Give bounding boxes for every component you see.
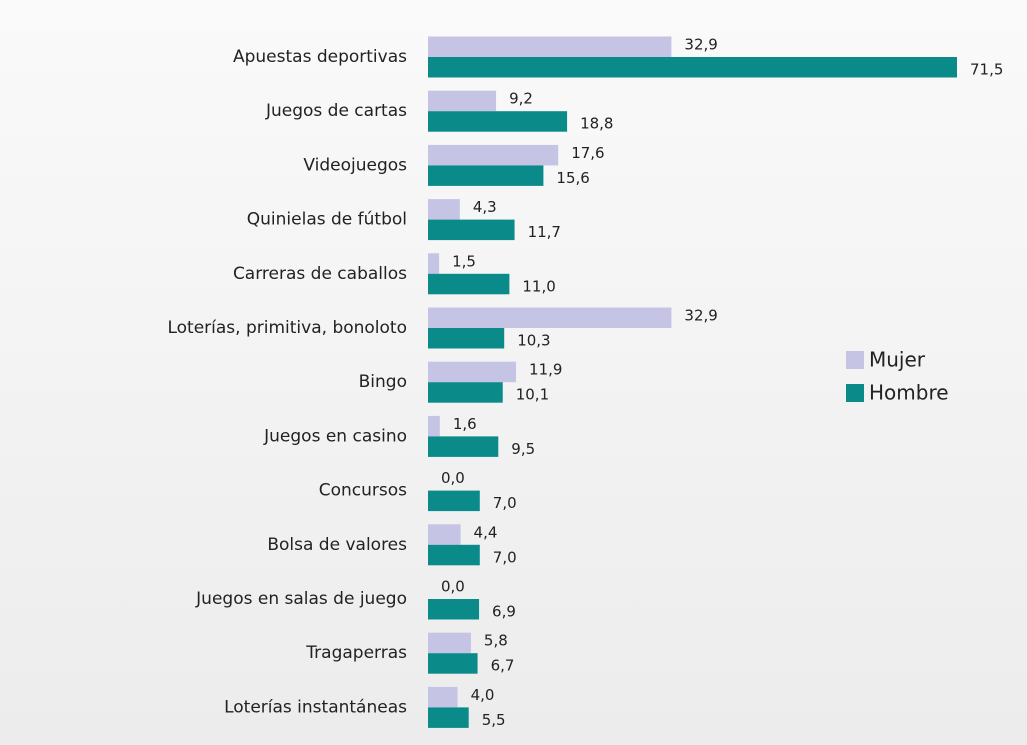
value-label: 11,0 <box>522 277 555 295</box>
value-label: 4,3 <box>473 198 497 216</box>
category-label: Bolsa de valores <box>267 535 407 555</box>
category-label: Videojuegos <box>303 155 407 175</box>
bar <box>428 165 544 186</box>
value-label: 11,7 <box>528 223 561 241</box>
category-label: Concursos <box>319 481 407 501</box>
value-label: 7,0 <box>493 494 517 512</box>
bar <box>428 307 672 328</box>
category-label: Juegos en casino <box>263 426 407 446</box>
value-label: 4,4 <box>474 523 498 541</box>
value-label: 32,9 <box>684 307 717 325</box>
legend-label: Mujer <box>869 348 926 372</box>
bar <box>428 686 458 708</box>
bar <box>428 382 503 403</box>
bar <box>428 361 517 383</box>
bar <box>428 90 497 112</box>
value-label: 11,9 <box>529 361 562 379</box>
legend-label: Hombre <box>869 381 949 405</box>
bar <box>428 111 568 132</box>
value-label: 1,5 <box>452 252 476 270</box>
value-label: 7,0 <box>493 548 517 566</box>
category-label: Juegos de cartas <box>265 101 407 121</box>
value-label: 4,0 <box>471 686 495 704</box>
bar <box>428 632 471 654</box>
value-label: 17,6 <box>571 144 604 162</box>
value-label: 0,0 <box>441 578 465 596</box>
bar <box>428 253 440 274</box>
bar <box>428 328 505 349</box>
bar <box>428 599 480 620</box>
bar <box>428 199 460 220</box>
bar <box>428 707 469 728</box>
value-label: 71,5 <box>970 61 1003 79</box>
value-label: 5,8 <box>484 632 508 650</box>
category-label: Quinielas de fútbol <box>247 210 407 230</box>
value-label: 6,9 <box>492 603 516 621</box>
value-label: 18,8 <box>580 115 613 133</box>
value-label: 6,7 <box>491 657 515 675</box>
bar <box>428 273 510 295</box>
value-label: 15,6 <box>556 169 589 187</box>
category-label: Juegos en salas de juego <box>195 589 407 609</box>
value-label: 0,0 <box>441 469 465 487</box>
value-label: 32,9 <box>684 36 717 54</box>
category-label: Tragaperras <box>305 643 407 663</box>
value-label: 5,5 <box>482 711 506 729</box>
bar <box>428 415 440 437</box>
bar <box>428 544 480 566</box>
bar <box>428 57 957 78</box>
value-label: 10,1 <box>516 386 549 404</box>
category-label: Loterías instantáneas <box>224 697 407 717</box>
category-label: Apuestas deportivas <box>233 47 407 67</box>
bar <box>428 36 672 57</box>
value-label: 10,3 <box>517 332 550 350</box>
bar <box>428 653 478 674</box>
bar <box>428 436 499 457</box>
category-label: Carreras de caballos <box>233 264 407 284</box>
value-label: 9,5 <box>511 440 535 458</box>
bar <box>428 219 515 241</box>
legend-swatch <box>846 351 864 369</box>
category-label: Bingo <box>359 372 407 392</box>
bar <box>428 144 559 166</box>
value-label: 9,2 <box>509 90 533 108</box>
value-label: 1,6 <box>453 415 477 433</box>
legend-swatch <box>846 384 864 402</box>
bar <box>428 524 461 545</box>
bar <box>428 490 480 512</box>
category-label: Loterías, primitiva, bonoloto <box>167 318 407 338</box>
